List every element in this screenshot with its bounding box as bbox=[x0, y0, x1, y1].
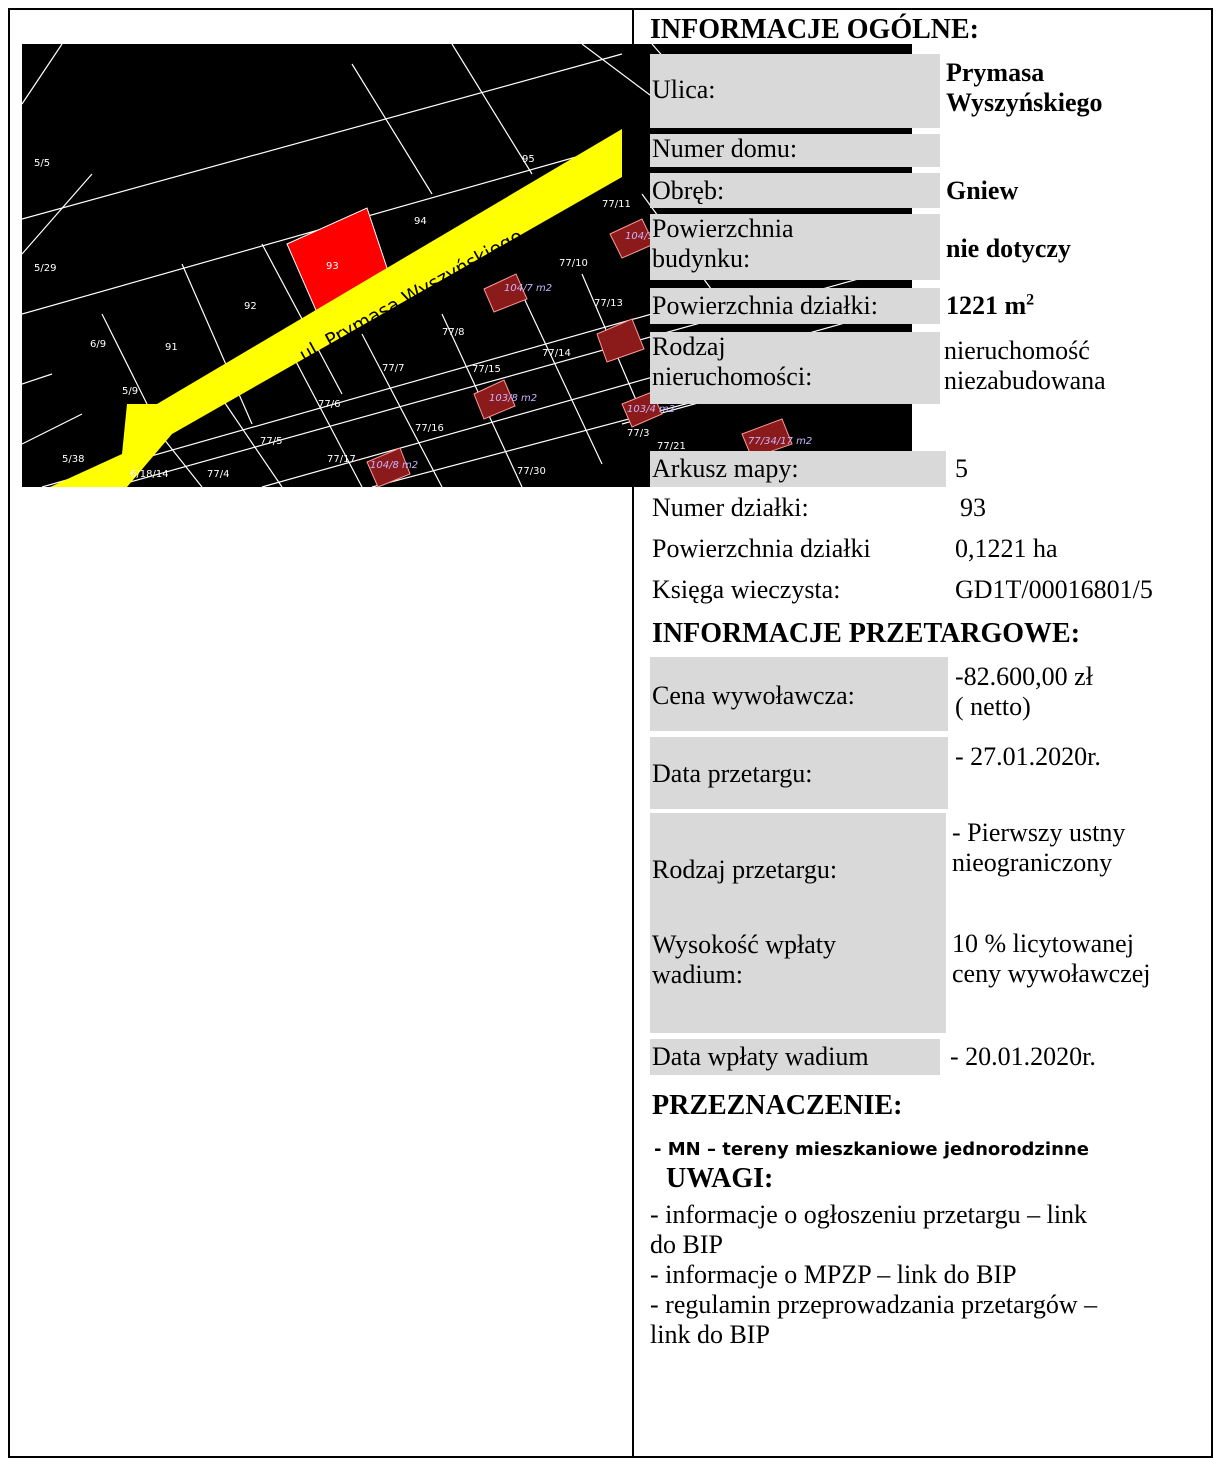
remark-item: - informacje o ogłoszeniu przetargu – li… bbox=[650, 1200, 1088, 1229]
building-area-value: nie dotyczy bbox=[946, 234, 1071, 263]
svg-text:77/8: 77/8 bbox=[442, 327, 464, 338]
svg-text:77/6: 77/6 bbox=[318, 399, 340, 410]
svg-text:104/7 m2: 104/7 m2 bbox=[504, 283, 552, 294]
svg-text:77/21: 77/21 bbox=[657, 441, 686, 452]
svg-text:77/7: 77/7 bbox=[382, 363, 404, 374]
svg-text:92: 92 bbox=[244, 301, 257, 312]
building-labels: 104/7 m2 104/1 m2 103/8 m2 104/8 m2 103/… bbox=[370, 231, 812, 471]
svg-text:5/38: 5/38 bbox=[62, 454, 84, 465]
precinct-value: Gniew bbox=[946, 176, 1019, 205]
deposit-label: Wysokość wpłaty wadium: bbox=[652, 930, 837, 989]
road bbox=[50, 129, 622, 487]
plot-area-label: Powierzchnia działki: bbox=[650, 288, 940, 324]
svg-text:5/5: 5/5 bbox=[34, 158, 50, 169]
street-label: Ulica: bbox=[650, 54, 940, 128]
plot-area-value: 1221 m2 bbox=[946, 291, 1035, 320]
column-divider bbox=[632, 8, 634, 1458]
map-svg: ul. Prymasa Wyszyńskiego 5/5 95 94 93 92… bbox=[22, 44, 912, 487]
parcel-area-label: Powierzchnia działki bbox=[652, 534, 871, 563]
svg-text:5/29: 5/29 bbox=[34, 263, 56, 274]
street-value: Prymasa Wyszyńskiego bbox=[946, 58, 1103, 117]
land-register-value: GD1T/00016801/5 bbox=[955, 575, 1153, 604]
tender-date-label: Data przetargu: bbox=[650, 737, 948, 809]
svg-text:77/16: 77/16 bbox=[415, 423, 444, 434]
tender-type-and-deposit-labels: Rodzaj przetargu: Wysokość wpłaty wadium: bbox=[650, 813, 946, 1033]
svg-text:77/14: 77/14 bbox=[542, 348, 571, 359]
svg-text:103/8 m2: 103/8 m2 bbox=[489, 393, 537, 404]
starting-price-value: -82.600,00 zł( netto) bbox=[955, 662, 1093, 721]
svg-text:77/17: 77/17 bbox=[327, 454, 356, 465]
purpose-heading: PRZEZNACZENIE: bbox=[652, 1090, 903, 1121]
remark-item: - regulamin przeprowadzania przetargów – bbox=[650, 1290, 1098, 1319]
remark-item-continued: do BIP bbox=[650, 1230, 723, 1259]
house-number-label: Numer domu: bbox=[650, 134, 940, 167]
svg-text:77/30: 77/30 bbox=[517, 466, 546, 477]
remark-item: - informacje o MPZP – link do BIP bbox=[650, 1260, 1017, 1289]
svg-text:77/11: 77/11 bbox=[602, 199, 631, 210]
purpose-value: - MN – tereny mieszkaniowe jednorodzinne bbox=[654, 1139, 1089, 1160]
deposit-date-value: - 20.01.2020r. bbox=[950, 1042, 1096, 1071]
deposit-date-label: Data wpłaty wadium bbox=[650, 1039, 940, 1075]
svg-text:77/4: 77/4 bbox=[207, 469, 229, 480]
svg-text:77/10: 77/10 bbox=[559, 258, 588, 269]
svg-text:77/15: 77/15 bbox=[472, 364, 501, 375]
sheet-label: Arkusz mapy: bbox=[650, 451, 946, 487]
svg-text:6/9: 6/9 bbox=[90, 339, 106, 350]
general-heading: INFORMACJE OGÓLNE: bbox=[650, 14, 979, 45]
deposit-value: 10 % licytowanej ceny wywoławczej bbox=[952, 929, 1151, 988]
svg-text:103/4 m2: 103/4 m2 bbox=[627, 404, 675, 415]
parcel-area-value: 0,1221 ha bbox=[955, 534, 1058, 563]
starting-price-label: Cena wywoławcza: bbox=[650, 657, 948, 731]
precinct-label: Obręb: bbox=[650, 173, 940, 208]
land-register-label: Księga wieczysta: bbox=[652, 575, 841, 604]
svg-text:104/1 m2: 104/1 m2 bbox=[625, 231, 673, 242]
sheet-value: 5 bbox=[955, 454, 968, 483]
svg-text:77/5: 77/5 bbox=[260, 436, 282, 447]
property-type-value: nieruchomość niezabudowana bbox=[944, 336, 1106, 395]
svg-text:104/8 m2: 104/8 m2 bbox=[370, 460, 418, 471]
svg-text:77/3: 77/3 bbox=[627, 428, 649, 439]
svg-text:77/34/17 m2: 77/34/17 m2 bbox=[748, 436, 812, 447]
svg-text:77/13: 77/13 bbox=[594, 298, 623, 309]
svg-text:95: 95 bbox=[522, 154, 535, 165]
parcel-number-label: Numer działki: bbox=[652, 493, 809, 522]
remarks-heading: UWAGI: bbox=[666, 1163, 774, 1194]
property-type-label: Rodzaj nieruchomości: bbox=[650, 332, 940, 404]
parcel-number-value: 93 bbox=[960, 493, 986, 522]
remarks-list: - informacje o ogłoszeniu przetargu – li… bbox=[650, 1200, 1097, 1350]
remark-item-continued: link do BIP bbox=[650, 1320, 770, 1349]
svg-text:94: 94 bbox=[414, 216, 427, 227]
svg-text:6/18/14: 6/18/14 bbox=[130, 469, 169, 480]
parcel-labels: 5/5 95 94 93 92 91 5/29 6/9 5/9 5/38 77/… bbox=[34, 154, 686, 480]
tender-date-value: - 27.01.2020r. bbox=[955, 742, 1101, 771]
tender-type-label: Rodzaj przetargu: bbox=[652, 855, 838, 884]
svg-text:91: 91 bbox=[165, 342, 178, 353]
building-area-label: Powierzchnia budynku: bbox=[650, 214, 940, 280]
svg-text:5/9: 5/9 bbox=[122, 386, 138, 397]
tender-type-value: - Pierwszy ustny nieograniczony bbox=[952, 818, 1126, 877]
svg-text:93: 93 bbox=[326, 261, 339, 272]
tender-heading: INFORMACJE PRZETARGOWE: bbox=[652, 618, 1081, 649]
